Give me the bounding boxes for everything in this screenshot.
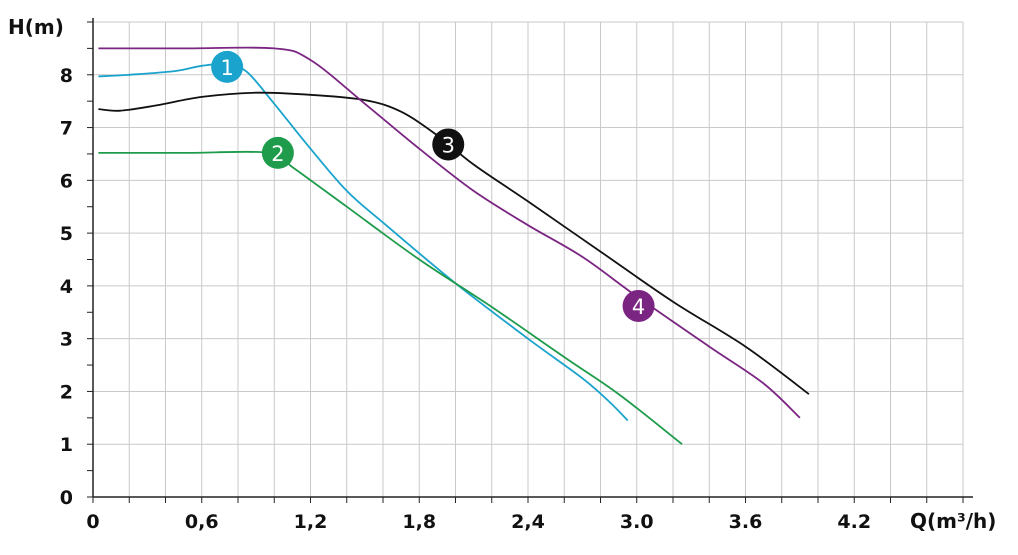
x-tick-label: 1,8 [402,511,436,533]
series-line-3 [98,91,810,395]
series-line-2 [98,150,683,445]
y-tick-label: 3 [60,329,73,351]
y-tick-label: 8 [60,65,73,87]
grid [93,21,964,497]
y-tick-label: 0 [60,487,73,509]
series-marker-label: 1 [220,56,233,80]
series-lines [98,46,810,445]
series-marker-2 [261,136,294,169]
x-tick-label: 0,6 [185,511,219,533]
axes [87,18,973,503]
x-tick-label: 4.2 [837,511,871,533]
x-tick-label: 0 [86,511,99,533]
y-tick-label: 5 [60,223,73,245]
series-line-1 [98,62,629,422]
x-axis-title: Q(m³/h) [910,509,996,533]
series-marker-label: 2 [271,142,284,166]
x-tick-label: 2,4 [511,511,545,533]
x-tick-label: 1,2 [294,511,328,533]
series-marker-4 [622,289,655,322]
y-tick-label: 4 [60,276,73,298]
x-tick-label: 3.6 [729,511,763,533]
y-tick-label: 6 [60,170,73,192]
y-tick-label: 7 [60,118,73,140]
y-tick-label: 2 [60,381,73,403]
y-axis-title: H(m) [8,15,64,39]
tick-labels: 0 0,6 1,2 1,8 2,4 3.0 3.6 4.2 0 1 2 3 4 5 6 7 8 [60,65,871,533]
series-marker-1 [211,50,244,83]
series-marker-label: 3 [442,133,455,157]
series-marker-3 [432,128,465,161]
series-line-4 [98,46,801,419]
x-tick-label: 3.0 [620,511,654,533]
series-marker-label: 4 [632,295,645,319]
series-markers: 1 2 3 4 [211,50,655,322]
y-tick-label: 1 [60,434,73,456]
